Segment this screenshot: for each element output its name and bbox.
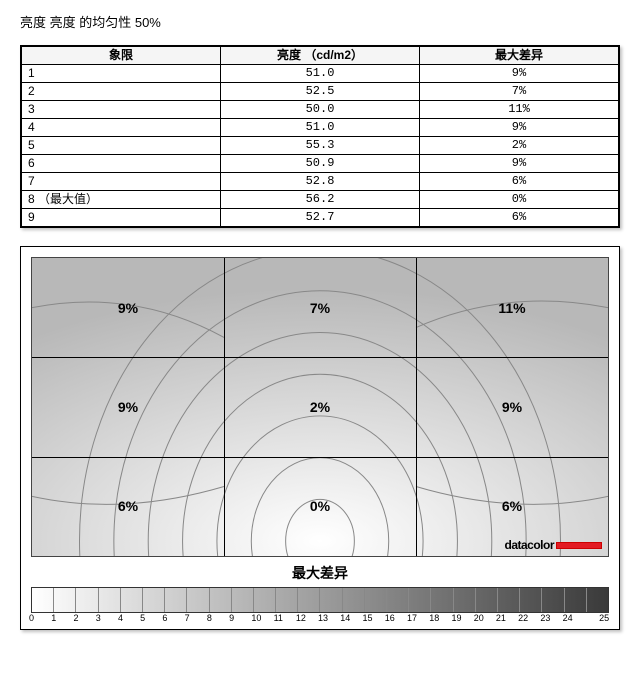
gradient-tick-label: 1	[51, 613, 73, 623]
gradient-tick-label: 14	[340, 613, 362, 623]
gradient-tick-label: 13	[318, 613, 340, 623]
gradient-tick-label: 19	[451, 613, 473, 623]
col-luminance: 亮度 （cd/m2）	[221, 47, 420, 65]
cell-label: 6%	[502, 498, 522, 514]
table-row: 350.011%	[22, 101, 619, 119]
contour-chart: datacolor 9%7%11%9%2%9%6%0%6% 最大差异 01234…	[20, 246, 620, 630]
table-row: 8 （最大值）56.20%	[22, 191, 619, 209]
col-maxdiff: 最大差异	[420, 47, 619, 65]
table-cell: 11%	[420, 101, 619, 119]
contour-plot: datacolor 9% 7% 11% 9% 2% 9% 6% 0% 6%	[31, 257, 609, 557]
gradient-tick-label: 12	[296, 613, 318, 623]
table-row: 650.99%	[22, 155, 619, 173]
table-cell: 52.5	[221, 83, 420, 101]
table-row: 451.09%	[22, 119, 619, 137]
table-cell: 9%	[420, 119, 619, 137]
gradient-tick-label: 22	[518, 613, 540, 623]
table-cell: 56.2	[221, 191, 420, 209]
table-row: 151.09%	[22, 65, 619, 83]
table-header-row: 象限 亮度 （cd/m2） 最大差异	[22, 47, 619, 65]
table-cell: 6%	[420, 173, 619, 191]
table-cell: 2	[22, 83, 221, 101]
gradient-tick-label: 8	[207, 613, 229, 623]
gradient-tick-label: 21	[496, 613, 518, 623]
table-cell: 52.7	[221, 209, 420, 227]
table-cell: 50.9	[221, 155, 420, 173]
cell-label: 0%	[310, 498, 330, 514]
table-row: 555.32%	[22, 137, 619, 155]
table-cell: 4	[22, 119, 221, 137]
table-cell: 55.3	[221, 137, 420, 155]
table-cell: 8 （最大值）	[22, 191, 221, 209]
table-cell: 51.0	[221, 65, 420, 83]
table-cell: 9%	[420, 155, 619, 173]
gradient-tick-label: 16	[385, 613, 407, 623]
table-cell: 7%	[420, 83, 619, 101]
gradient-labels: 0123456789101112131415161718192021222324…	[31, 613, 609, 623]
gradient-tick-label: 7	[185, 613, 207, 623]
gradient-tick-label: 17	[407, 613, 429, 623]
table-cell: 3	[22, 101, 221, 119]
table-cell: 9%	[420, 65, 619, 83]
table-cell: 51.0	[221, 119, 420, 137]
gradient-tick-label: 23	[540, 613, 562, 623]
cell-label: 9%	[118, 399, 138, 415]
table-cell: 2%	[420, 137, 619, 155]
logo-bar	[556, 542, 602, 549]
gradient-tick-label: 2	[73, 613, 95, 623]
table-row: 952.76%	[22, 209, 619, 227]
col-quadrant: 象限	[22, 47, 221, 65]
table-cell: 52.8	[221, 173, 420, 191]
gradient-bar	[31, 587, 609, 613]
gradient-tick-label: 18	[429, 613, 451, 623]
gradient-tick-label: 24	[563, 613, 585, 623]
table-cell: 50.0	[221, 101, 420, 119]
gradient-tick-label: 4	[118, 613, 140, 623]
gradient-tick-label: 20	[474, 613, 496, 623]
table-cell: 5	[22, 137, 221, 155]
gradient-tick-label: 11	[274, 613, 296, 623]
gradient-tick-label: 5	[140, 613, 162, 623]
page-title: 亮度 亮度 的均匀性 50%	[20, 12, 620, 31]
uniformity-table: 象限 亮度 （cd/m2） 最大差异 151.09%252.57%350.011…	[20, 45, 620, 228]
gradient-tick-label: 25	[587, 613, 609, 623]
table-cell: 6%	[420, 209, 619, 227]
gradient-tick-label: 3	[96, 613, 118, 623]
table-cell: 6	[22, 155, 221, 173]
cell-label: 11%	[498, 300, 525, 316]
gradient-tick-label: 10	[251, 613, 273, 623]
cell-label: 2%	[310, 399, 330, 415]
logo-text: datacolor	[504, 538, 554, 552]
table-row: 252.57%	[22, 83, 619, 101]
table-cell: 9	[22, 209, 221, 227]
legend-title: 最大差异	[31, 563, 609, 583]
cell-label: 9%	[118, 300, 138, 316]
table-cell: 7	[22, 173, 221, 191]
table-cell: 0%	[420, 191, 619, 209]
table-cell: 1	[22, 65, 221, 83]
datacolor-logo: datacolor	[504, 538, 602, 552]
gradient-tick-label: 0	[29, 613, 51, 623]
cell-label: 9%	[502, 399, 522, 415]
cell-label: 7%	[310, 300, 330, 316]
gradient-tick-label: 15	[363, 613, 385, 623]
gradient-tick-label: 9	[229, 613, 251, 623]
table-row: 752.86%	[22, 173, 619, 191]
gradient-tick-label: 6	[162, 613, 184, 623]
cell-label: 6%	[118, 498, 138, 514]
